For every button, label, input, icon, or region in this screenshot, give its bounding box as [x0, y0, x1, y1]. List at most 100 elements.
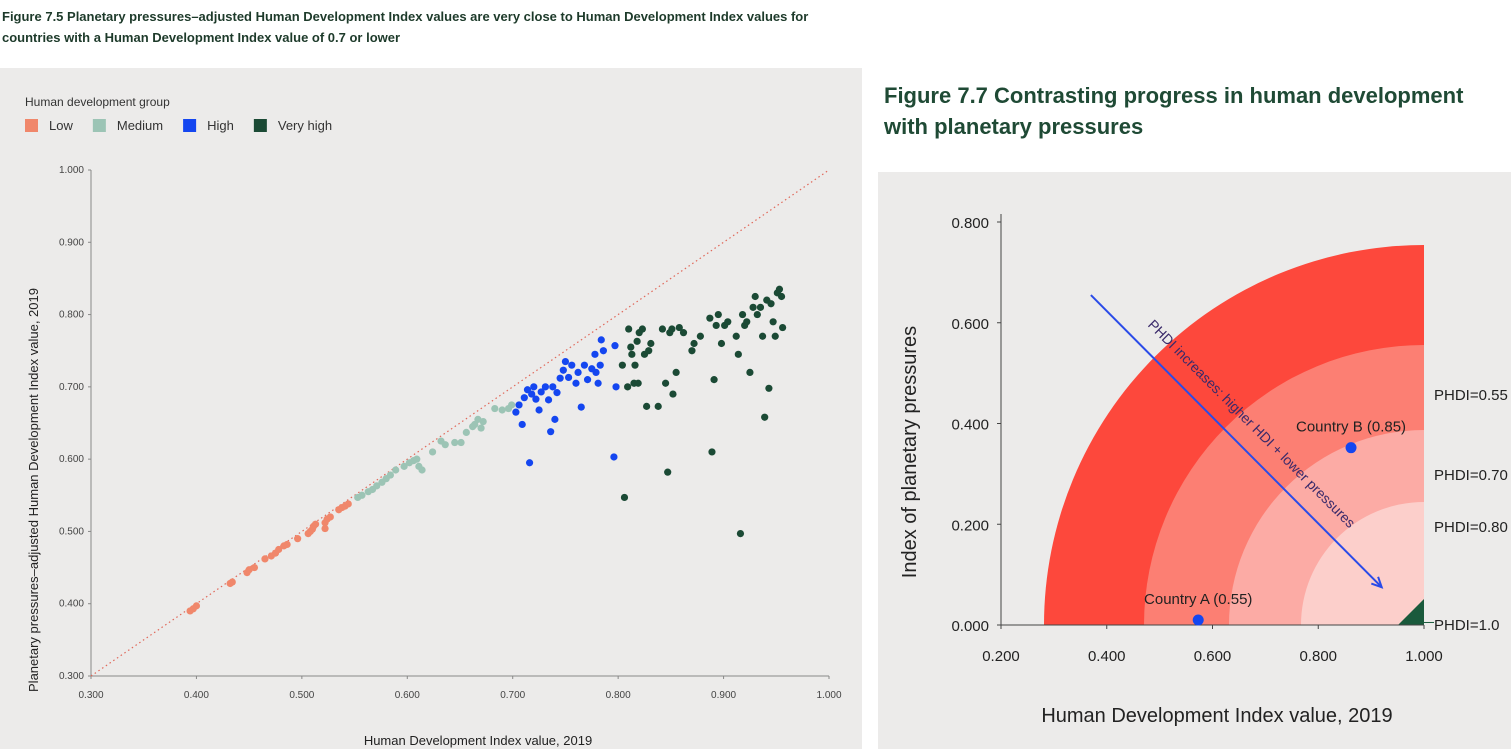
figure-7-5-panel: Human development group Low Medium High Ver…	[0, 68, 862, 749]
phdi-top-corner	[1398, 599, 1424, 625]
data-point-high	[561, 357, 570, 366]
data-point-medium	[392, 466, 400, 474]
data-point-low	[344, 500, 352, 508]
data-point-high	[544, 396, 553, 404]
data-point-high	[532, 395, 540, 403]
data-point-very-high	[736, 529, 745, 538]
y-tick-label: 0.800	[951, 215, 989, 232]
data-point-low	[228, 578, 236, 586]
data-point-very-high	[724, 318, 732, 326]
data-point-very-high	[654, 402, 662, 410]
data-point-low	[192, 602, 201, 610]
data-point-medium	[428, 448, 437, 456]
x-tick-label: 0.900	[711, 690, 736, 701]
x-tick-label: 1.000	[1405, 648, 1443, 665]
y-tick-label: 0.000	[951, 618, 989, 635]
data-point-low	[326, 513, 334, 521]
data-point-medium	[451, 438, 459, 447]
data-point-very-high	[634, 379, 642, 387]
data-point-medium	[498, 406, 506, 414]
data-point-very-high	[664, 468, 672, 476]
data-point-high	[556, 374, 564, 382]
data-point-very-high	[643, 402, 651, 410]
data-point-medium	[413, 455, 421, 463]
data-point-low	[261, 555, 269, 563]
y-tick-label: 0.700	[59, 382, 84, 393]
country-label: Country B (0.85)	[1296, 419, 1406, 436]
data-point-very-high	[668, 325, 676, 333]
data-point-very-high	[672, 368, 680, 376]
x-tick-label: 0.200	[982, 648, 1020, 665]
data-point-very-high	[753, 310, 761, 319]
data-point-very-high	[756, 303, 765, 311]
x-tick-label: 0.300	[78, 690, 103, 701]
data-point-very-high	[688, 347, 696, 355]
data-point-high	[572, 379, 580, 387]
data-point-very-high	[675, 323, 683, 332]
x-tick-label: 0.800	[606, 690, 631, 701]
scatter-points	[186, 285, 787, 615]
data-point-very-high	[767, 300, 775, 308]
data-point-very-high	[669, 390, 677, 398]
data-point-very-high	[625, 325, 633, 333]
legend-swatch-low	[25, 119, 38, 132]
country-points: Country A (0.55) Country B (0.85)	[1144, 419, 1406, 626]
y-tick-label: 0.400	[951, 417, 989, 434]
data-point-high	[512, 408, 520, 416]
legend-swatch-high	[183, 119, 197, 132]
data-point-high	[574, 368, 582, 376]
data-point-very-high	[714, 310, 722, 319]
data-point-high	[541, 383, 549, 391]
data-point-high	[592, 368, 600, 376]
data-point-medium	[441, 441, 449, 449]
figure-7-7-diagram: 0.000 0.200 0.400 0.600 0.800 0.200 0.400 0.600…	[899, 214, 1508, 727]
data-point-medium	[479, 417, 487, 426]
data-point-medium	[386, 471, 395, 479]
data-point-very-high	[771, 332, 779, 340]
data-point-very-high	[749, 303, 757, 311]
axes: 0.300 0.400 0.500 0.600 0.700 0.800 0.900 1.000…	[59, 165, 842, 701]
data-point-high	[528, 390, 536, 398]
x-tick-label: 0.700	[500, 690, 525, 701]
arrow-shaft	[1090, 294, 1383, 588]
data-point-high	[535, 406, 543, 414]
data-point-very-high	[658, 325, 667, 333]
data-point-high	[559, 366, 567, 374]
x-tick-label: 0.400	[184, 690, 209, 701]
data-point-high	[549, 383, 557, 391]
data-point-high	[611, 342, 619, 350]
axes: 0.000 0.200 0.400 0.600 0.800 0.200 0.400 0.600…	[951, 214, 1443, 665]
data-point-high	[547, 428, 555, 436]
data-point-high	[612, 383, 620, 391]
data-point-medium	[491, 404, 499, 413]
data-point-very-high	[647, 339, 655, 348]
reference-line-y-equals-x	[90, 169, 830, 677]
phdi-label: PHDI=1.0	[1434, 617, 1499, 634]
x-tick-label: 0.500	[289, 690, 314, 701]
data-point-very-high	[638, 325, 646, 333]
data-point-very-high	[661, 379, 670, 387]
data-point-very-high	[696, 332, 704, 340]
data-point-medium	[418, 466, 426, 474]
data-point-very-high	[738, 310, 747, 319]
phdi-band-10	[1301, 502, 1424, 625]
legend-label: Very high	[278, 118, 332, 133]
y-tick-label: 0.500	[59, 526, 84, 537]
data-point-high	[596, 361, 604, 369]
legend-label: Medium	[117, 118, 163, 133]
data-point-high	[594, 379, 602, 387]
y-axis-label: Planetary pressures–adjusted Human Devel…	[26, 288, 41, 692]
data-point-very-high	[690, 339, 698, 348]
data-point-high	[530, 383, 538, 391]
legend: Low Medium High Very high	[25, 118, 332, 133]
data-point-very-high	[734, 350, 742, 358]
data-point-high	[568, 361, 576, 369]
data-point-very-high	[732, 332, 740, 340]
data-point-high	[580, 361, 589, 369]
data-point-very-high	[777, 292, 786, 301]
legend-swatch-very-high	[253, 119, 267, 132]
legend-title: Human development group	[25, 95, 170, 109]
data-point-high	[599, 347, 607, 355]
phdi-label: PHDI=0.80	[1434, 519, 1508, 536]
figure-7-5-scatter-chart: Human development group Low Medium High Ver…	[25, 95, 842, 748]
